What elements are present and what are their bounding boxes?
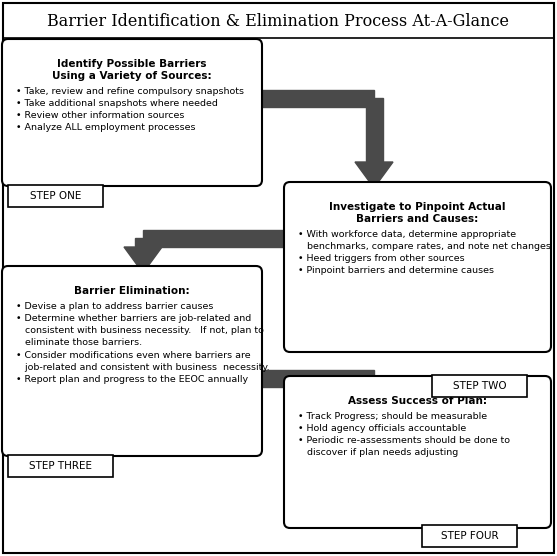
Polygon shape: [124, 247, 162, 273]
FancyBboxPatch shape: [2, 266, 262, 456]
FancyBboxPatch shape: [284, 182, 551, 352]
Polygon shape: [355, 162, 393, 188]
Polygon shape: [200, 370, 374, 386]
Text: Investigate to Pinpoint Actual
Barriers and Causes:: Investigate to Pinpoint Actual Barriers …: [329, 202, 506, 225]
FancyBboxPatch shape: [422, 525, 517, 547]
FancyBboxPatch shape: [432, 375, 527, 397]
Text: STEP FOUR: STEP FOUR: [441, 531, 499, 541]
Text: • Track Progress; should be measurable
• Hold agency officials accountable
• Per: • Track Progress; should be measurable •…: [298, 412, 510, 458]
FancyBboxPatch shape: [8, 185, 103, 207]
FancyBboxPatch shape: [2, 39, 262, 186]
Text: STEP ONE: STEP ONE: [30, 191, 81, 201]
Polygon shape: [365, 98, 383, 162]
Polygon shape: [355, 387, 393, 413]
Polygon shape: [143, 230, 374, 246]
Polygon shape: [134, 238, 152, 247]
FancyBboxPatch shape: [284, 376, 551, 528]
Text: Barrier Identification & Elimination Process At-A-Glance: Barrier Identification & Elimination Pro…: [47, 13, 509, 31]
Text: • Take, review and refine compulsory snapshots
• Take additional snapshots where: • Take, review and refine compulsory sna…: [16, 87, 244, 132]
Text: STEP TWO: STEP TWO: [453, 381, 506, 391]
FancyBboxPatch shape: [8, 455, 113, 477]
Text: Identify Possible Barriers
Using a Variety of Sources:: Identify Possible Barriers Using a Varie…: [52, 59, 212, 81]
Text: Barrier Elimination:: Barrier Elimination:: [74, 286, 190, 296]
Polygon shape: [200, 90, 374, 107]
Text: • With workforce data, determine appropriate
   benchmarks, compare rates, and n: • With workforce data, determine appropr…: [298, 230, 551, 275]
Text: Assess Success of Plan:: Assess Success of Plan:: [348, 396, 487, 406]
Text: STEP THREE: STEP THREE: [29, 461, 92, 471]
Text: • Devise a plan to address barrier causes
• Determine whether barriers are job-r: • Devise a plan to address barrier cause…: [16, 302, 270, 384]
Polygon shape: [365, 378, 383, 387]
FancyBboxPatch shape: [3, 3, 554, 553]
